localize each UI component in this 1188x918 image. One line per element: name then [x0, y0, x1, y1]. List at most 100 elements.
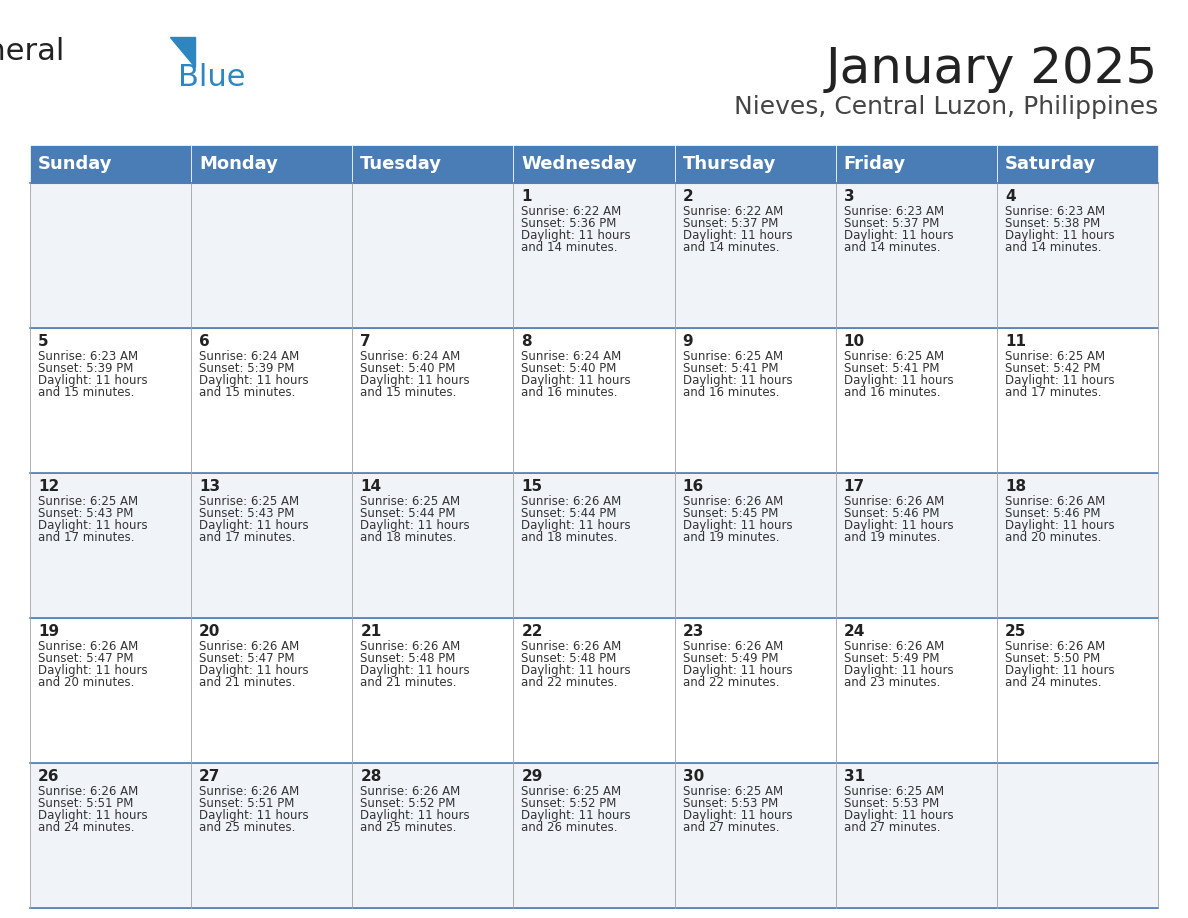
Bar [835, 328, 997, 473]
Bar [513, 618, 675, 763]
Text: 2: 2 [683, 189, 694, 204]
Text: Sunset: 5:44 PM: Sunset: 5:44 PM [522, 507, 617, 520]
Text: Sunrise: 6:22 AM: Sunrise: 6:22 AM [522, 205, 621, 218]
Text: Sunset: 5:41 PM: Sunset: 5:41 PM [683, 362, 778, 375]
Bar [513, 183, 675, 328]
Text: Daylight: 11 hours: Daylight: 11 hours [38, 374, 147, 387]
Text: and 19 minutes.: and 19 minutes. [683, 531, 779, 544]
Text: Sunrise: 6:24 AM: Sunrise: 6:24 AM [522, 350, 621, 363]
Text: Daylight: 11 hours: Daylight: 11 hours [843, 519, 953, 532]
Bar [191, 618, 353, 763]
Text: Sunset: 5:50 PM: Sunset: 5:50 PM [1005, 652, 1100, 665]
Text: Daylight: 11 hours: Daylight: 11 hours [1005, 519, 1114, 532]
Bar [30, 328, 191, 473]
Text: Sunset: 5:38 PM: Sunset: 5:38 PM [1005, 217, 1100, 230]
Text: 24: 24 [843, 624, 865, 639]
Bar [191, 328, 353, 473]
Bar [513, 763, 675, 908]
Text: and 16 minutes.: and 16 minutes. [683, 386, 779, 399]
Bar [997, 763, 1158, 908]
Text: Sunrise: 6:26 AM: Sunrise: 6:26 AM [360, 785, 461, 798]
Text: Daylight: 11 hours: Daylight: 11 hours [38, 519, 147, 532]
Text: Sunrise: 6:25 AM: Sunrise: 6:25 AM [360, 495, 461, 508]
Text: Sunrise: 6:26 AM: Sunrise: 6:26 AM [683, 495, 783, 508]
Text: Daylight: 11 hours: Daylight: 11 hours [522, 664, 631, 677]
Bar [30, 145, 191, 183]
Bar [353, 473, 513, 618]
Text: Sunrise: 6:26 AM: Sunrise: 6:26 AM [360, 640, 461, 653]
Text: Daylight: 11 hours: Daylight: 11 hours [843, 229, 953, 242]
Text: Sunset: 5:39 PM: Sunset: 5:39 PM [200, 362, 295, 375]
Bar [835, 618, 997, 763]
Text: Daylight: 11 hours: Daylight: 11 hours [38, 809, 147, 822]
Text: Friday: Friday [843, 155, 905, 173]
Bar [513, 145, 675, 183]
Text: 4: 4 [1005, 189, 1016, 204]
Text: Daylight: 11 hours: Daylight: 11 hours [1005, 229, 1114, 242]
Text: 1: 1 [522, 189, 532, 204]
Text: Sunset: 5:46 PM: Sunset: 5:46 PM [843, 507, 940, 520]
Text: 21: 21 [360, 624, 381, 639]
Text: Daylight: 11 hours: Daylight: 11 hours [200, 519, 309, 532]
Text: and 14 minutes.: and 14 minutes. [1005, 241, 1101, 254]
Text: 22: 22 [522, 624, 543, 639]
Text: Sunrise: 6:23 AM: Sunrise: 6:23 AM [38, 350, 138, 363]
Text: Sunrise: 6:26 AM: Sunrise: 6:26 AM [522, 495, 621, 508]
Text: Sunday: Sunday [38, 155, 113, 173]
Text: Monday: Monday [200, 155, 278, 173]
Text: and 14 minutes.: and 14 minutes. [843, 241, 940, 254]
Text: Sunrise: 6:26 AM: Sunrise: 6:26 AM [38, 785, 138, 798]
Text: Sunset: 5:41 PM: Sunset: 5:41 PM [843, 362, 940, 375]
Text: Sunrise: 6:22 AM: Sunrise: 6:22 AM [683, 205, 783, 218]
Text: and 15 minutes.: and 15 minutes. [360, 386, 456, 399]
Bar [513, 328, 675, 473]
Text: and 20 minutes.: and 20 minutes. [1005, 531, 1101, 544]
Text: Sunrise: 6:26 AM: Sunrise: 6:26 AM [38, 640, 138, 653]
Text: Sunrise: 6:26 AM: Sunrise: 6:26 AM [683, 640, 783, 653]
Text: Sunset: 5:37 PM: Sunset: 5:37 PM [843, 217, 939, 230]
Text: and 26 minutes.: and 26 minutes. [522, 821, 618, 834]
Text: 15: 15 [522, 479, 543, 494]
Text: Sunrise: 6:25 AM: Sunrise: 6:25 AM [843, 785, 943, 798]
Text: Sunset: 5:48 PM: Sunset: 5:48 PM [522, 652, 617, 665]
Bar [30, 618, 191, 763]
Bar [997, 473, 1158, 618]
Text: and 27 minutes.: and 27 minutes. [843, 821, 940, 834]
Text: and 16 minutes.: and 16 minutes. [843, 386, 940, 399]
Text: Daylight: 11 hours: Daylight: 11 hours [683, 809, 792, 822]
Text: and 22 minutes.: and 22 minutes. [683, 676, 779, 689]
Bar [353, 618, 513, 763]
Text: Daylight: 11 hours: Daylight: 11 hours [360, 664, 470, 677]
Text: 30: 30 [683, 769, 703, 784]
Text: and 17 minutes.: and 17 minutes. [200, 531, 296, 544]
Text: Daylight: 11 hours: Daylight: 11 hours [683, 664, 792, 677]
Text: and 16 minutes.: and 16 minutes. [522, 386, 618, 399]
Text: Daylight: 11 hours: Daylight: 11 hours [522, 809, 631, 822]
Bar [675, 328, 835, 473]
Text: Sunset: 5:46 PM: Sunset: 5:46 PM [1005, 507, 1100, 520]
Text: Sunset: 5:51 PM: Sunset: 5:51 PM [38, 797, 133, 810]
Text: 19: 19 [38, 624, 59, 639]
Text: 25: 25 [1005, 624, 1026, 639]
Text: and 24 minutes.: and 24 minutes. [38, 821, 134, 834]
Text: Nieves, Central Luzon, Philippines: Nieves, Central Luzon, Philippines [734, 95, 1158, 119]
Text: Daylight: 11 hours: Daylight: 11 hours [683, 519, 792, 532]
Bar [30, 183, 191, 328]
Text: 23: 23 [683, 624, 704, 639]
Text: Sunrise: 6:26 AM: Sunrise: 6:26 AM [843, 495, 944, 508]
Text: Daylight: 11 hours: Daylight: 11 hours [1005, 374, 1114, 387]
Text: Blue: Blue [178, 63, 246, 93]
Text: 17: 17 [843, 479, 865, 494]
Text: Daylight: 11 hours: Daylight: 11 hours [843, 374, 953, 387]
Text: and 22 minutes.: and 22 minutes. [522, 676, 618, 689]
Text: 16: 16 [683, 479, 703, 494]
Bar [353, 145, 513, 183]
Text: Daylight: 11 hours: Daylight: 11 hours [200, 374, 309, 387]
Text: Daylight: 11 hours: Daylight: 11 hours [360, 809, 470, 822]
Text: Sunrise: 6:26 AM: Sunrise: 6:26 AM [1005, 640, 1105, 653]
Bar [997, 183, 1158, 328]
Bar [835, 145, 997, 183]
Bar [997, 618, 1158, 763]
Text: and 20 minutes.: and 20 minutes. [38, 676, 134, 689]
Bar [30, 473, 191, 618]
